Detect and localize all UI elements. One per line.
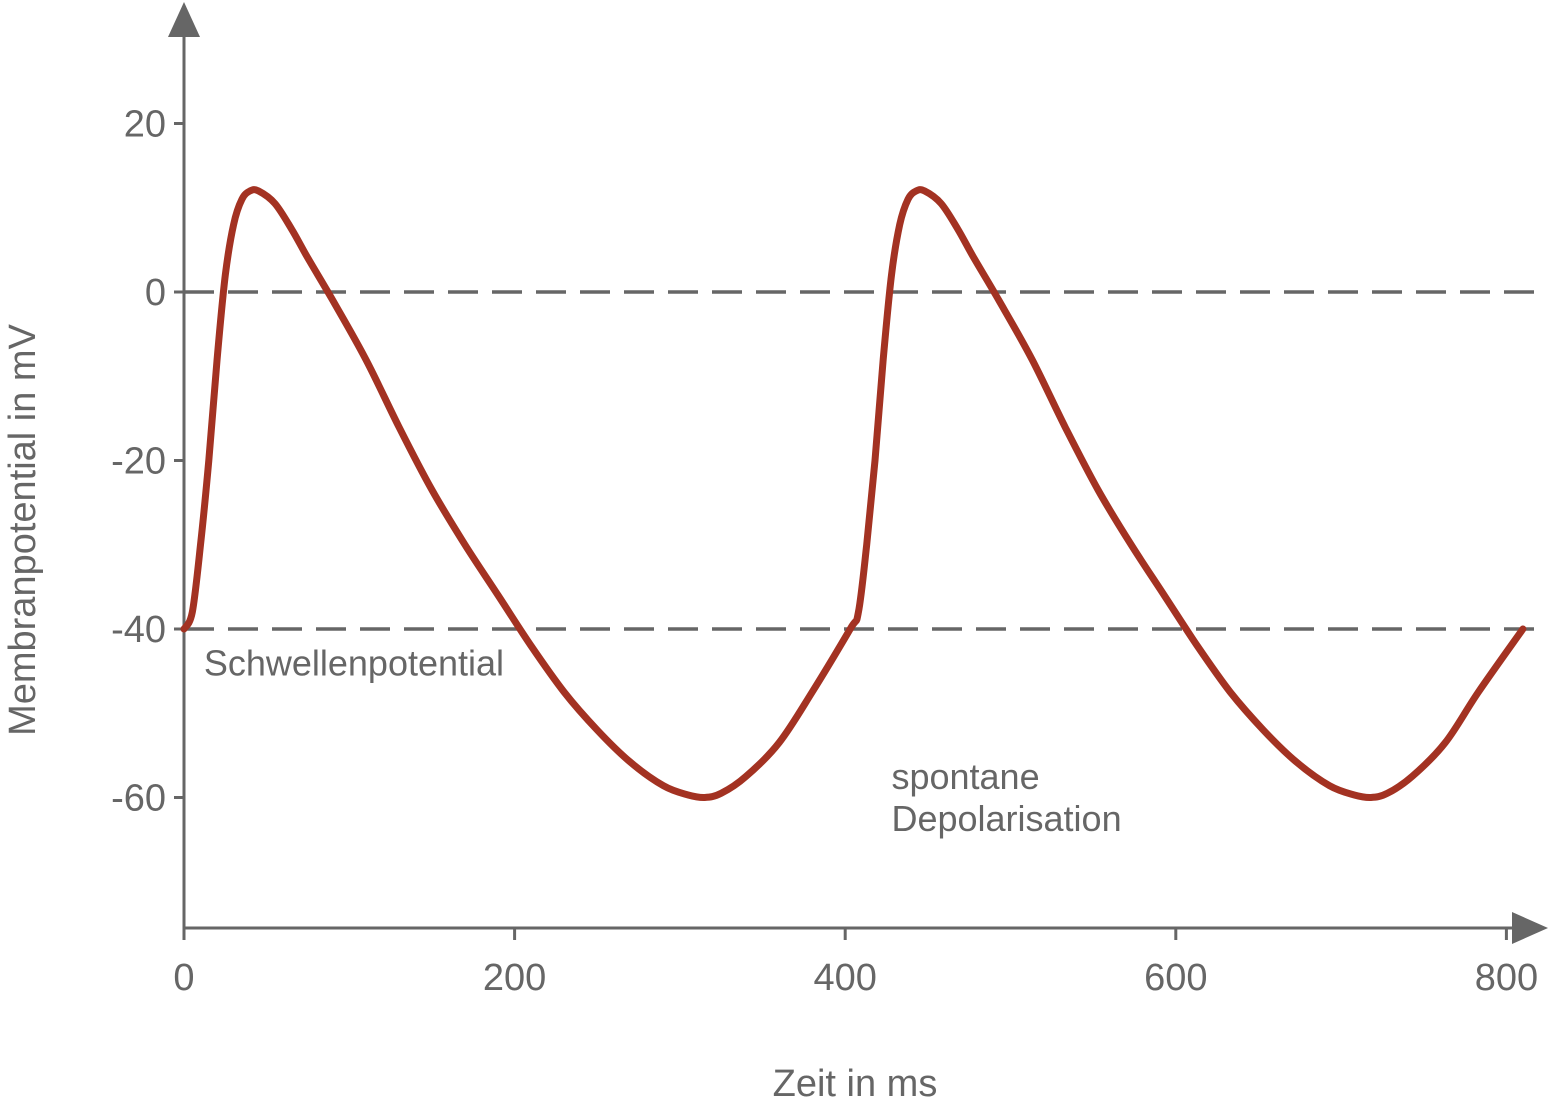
x-tick-label-1: 200 [483,957,546,999]
y-axis-arrow [168,2,200,37]
y-tick-label-0: 20 [124,104,166,146]
y-axis-title: Membranpotential in mV [2,323,44,736]
series-group [180,186,1527,802]
tick-labels: 200-20-40-600 200 400 600 800 [111,104,1538,1000]
x-tick-label-0: 0 [173,957,194,999]
y-tick-label-4: -60 [111,778,166,820]
y-tick-label-3: -40 [111,609,166,651]
x-axis-title: Zeit in ms [773,1063,938,1105]
y-tick-label-1: 0 [145,272,166,314]
annotation-2: Depolarisation [891,798,1121,839]
axes [168,2,1548,944]
x-tick-label-4: 800 [1475,957,1538,999]
reference-lines [184,290,1535,631]
x-tick-label-3: 600 [1144,957,1207,999]
series-line-0 [180,186,1527,802]
annotation-1: spontane [891,756,1039,797]
x-axis-arrow [1512,912,1548,944]
annotation-0: Schwellenpotential [204,642,504,683]
y-tick-label-2: -20 [111,441,166,483]
x-tick-label-2: 400 [813,957,876,999]
tick-marks [174,122,1508,940]
